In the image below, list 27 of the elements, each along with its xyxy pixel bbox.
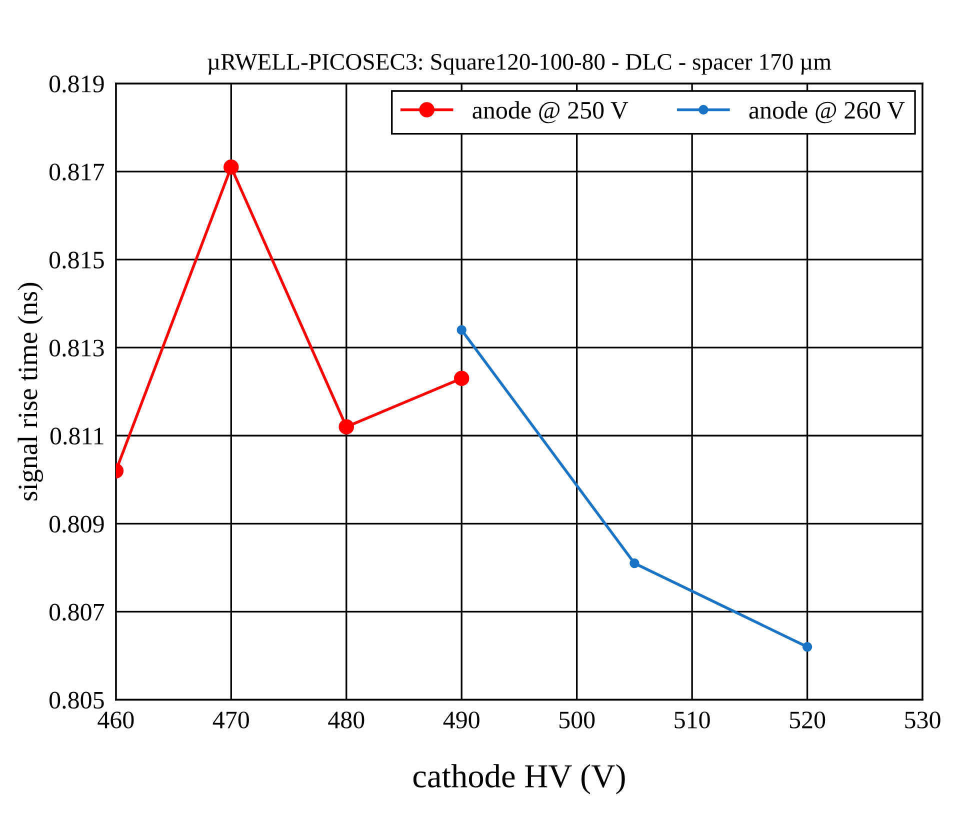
point (630, 558, 640, 568)
y-tick-label: 0.811 (50, 428, 104, 445)
legend-label: anode @ 250 V (472, 101, 628, 124)
y-tick-label: 0.813 (50, 340, 104, 357)
y-tick-label: 0.815 (50, 252, 104, 269)
x-tick-label: 510 (674, 712, 710, 728)
point (338, 419, 354, 434)
y-tick-label: 0.805 (50, 692, 104, 709)
x-axis-title: cathode HV (V) (413, 764, 625, 794)
point (454, 370, 470, 386)
x-tick-label: 480 (328, 712, 364, 728)
x-tick-label: 490 (443, 712, 480, 728)
x-tick-label: 460 (98, 712, 134, 728)
x-tick-label: 530 (905, 712, 940, 728)
point (456, 325, 466, 335)
y-tick-label: 0.819 (50, 76, 104, 93)
chart-title: µRWELL-PICOSEC3: Square120-100-80 - DLC - spacer 170 µm (208, 54, 832, 75)
y-tick-label: 0.817 (50, 164, 104, 181)
point (224, 159, 239, 175)
y-axis-title: signal rise time (ns) (18, 282, 44, 500)
y-tick-label: 0.809 (50, 516, 104, 533)
y-tick-label: 0.807 (50, 604, 104, 621)
x-tick-label: 470 (212, 712, 249, 728)
x-tick-label: 500 (560, 712, 595, 728)
legend-label: anode @ 260 V (749, 101, 905, 124)
point (802, 642, 812, 652)
x-tick-label: 520 (790, 712, 826, 728)
